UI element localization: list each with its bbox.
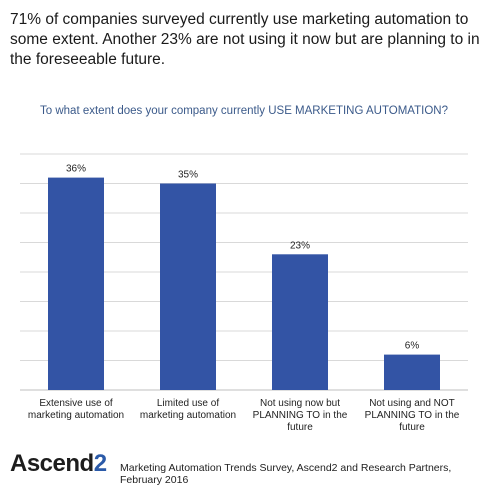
ascend2-logo: Ascend2 [10,450,107,478]
data-label: 35% [178,170,198,181]
data-label: 36% [66,164,86,175]
data-label: 6% [405,341,420,352]
chart-title: To what extent does your company current… [40,105,448,117]
bar [272,254,328,390]
logo-text: Ascend [10,450,94,477]
bar [160,183,216,390]
intro-text: 71% of companies surveyed currently use … [10,11,480,68]
logo-suffix: 2 [93,450,107,477]
bar [48,177,104,390]
category-label: Limited use of marketing automation [140,398,236,421]
category-label: Not using and NOT PLANNING TO in the futur… [365,398,460,433]
bar [384,354,440,390]
category-label: Extensive use of marketing automation [28,398,124,421]
data-label: 23% [290,240,310,251]
source-caption: Marketing Automation Trends Survey, Asce… [120,462,452,486]
category-label: Not using now but PLANNING TO in the futur… [253,398,348,433]
